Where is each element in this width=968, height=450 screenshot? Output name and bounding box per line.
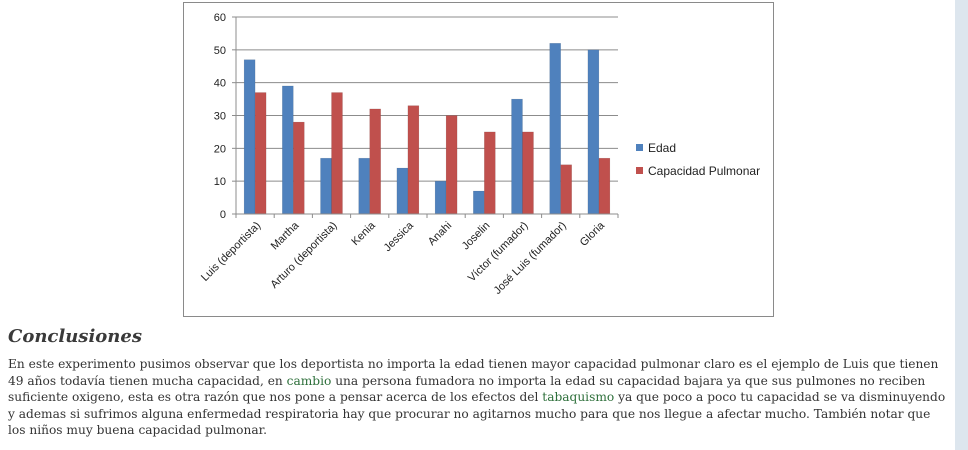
chart-frame: 0 10 20 30 40 50 60 Luis (deportista) Martha Art… — [183, 2, 774, 317]
bar-edad-jose-luis-fumador — [549, 43, 561, 215]
bar-edad-luis-deportista — [243, 59, 256, 215]
legend-label-capacidad-pulmonar: Capacidad Pulmonar — [648, 164, 760, 178]
bar-chart: 0 10 20 30 40 50 60 Luis (deportista) MarthaArt… — [199, 12, 760, 297]
y-tick-label: 10 — [214, 176, 226, 188]
bar-capacidad-pulmonar-anahi — [445, 115, 458, 215]
legend: Edad Capacidad Pulmonar — [636, 141, 760, 178]
x-category-label-jose-luis-fumador: José Luis (fumador) — [492, 220, 569, 297]
bar-edad-martha — [282, 85, 294, 215]
x-category-label-jessica: Jessica — [382, 219, 417, 254]
link-cambio[interactable]: cambio — [286, 373, 332, 388]
x-category-label-luis-deportista: Luis (deportista) — [199, 220, 263, 284]
bar-capacidad-pulmonar-kenia — [369, 108, 381, 215]
x-category-label-kenia: Kenia — [349, 219, 378, 248]
conclusion-paragraph: En este experimento pusimos observar que… — [8, 356, 948, 439]
x-category-label-anahi: Anahi — [426, 220, 454, 248]
x-category-label-martha: Martha — [269, 219, 302, 252]
x-category-label-joselin: Joselin — [460, 220, 493, 253]
section-heading-conclusiones: Conclusiones — [8, 326, 142, 347]
bar-edad-kenia — [358, 157, 370, 215]
bar-capacidad-pulmonar-luis-deportista — [254, 92, 267, 215]
bar-capacidad-pulmonar-victor-fumador — [522, 131, 534, 215]
legend-swatch-edad — [636, 144, 643, 151]
bar-edad-victor-fumador — [511, 98, 523, 215]
bar-edad-anahi — [434, 180, 447, 215]
x-category-label-arturo-deportista: Arturo (deportista) — [268, 220, 339, 291]
paragraph-text-part1: En este experimento pusimos observar que… — [8, 357, 939, 388]
y-tick-label: 0 — [220, 209, 226, 221]
paragraph-text-part3: ya que poco a poco tu capacidad se va di… — [8, 390, 946, 438]
bar-edad-jessica — [396, 167, 409, 215]
paragraph-text-part2: una persona fumadora no importa la edad … — [8, 373, 926, 405]
bar-capacidad-pulmonar-jose-luis-fumador — [560, 164, 572, 215]
legend-label-edad: Edad — [648, 141, 676, 155]
bar-edad-joselin — [473, 190, 485, 215]
y-tick-label: 20 — [214, 143, 226, 155]
axes — [232, 16, 619, 218]
y-tick-labels: 0 10 20 30 40 50 60 — [214, 12, 226, 221]
y-tick-label: 60 — [214, 12, 226, 24]
bar-edad-arturo-deportista — [320, 157, 332, 215]
y-tick-label: 30 — [214, 111, 226, 123]
y-tick-label: 40 — [214, 78, 226, 90]
bar-edad-gloria — [587, 49, 600, 215]
bar-capacidad-pulmonar-martha — [293, 121, 305, 215]
bar-capacidad-pulmonar-jessica — [407, 105, 420, 215]
page-scroll-strip — [955, 0, 968, 450]
bar-capacidad-pulmonar-joselin — [484, 131, 496, 215]
link-tabaquismo[interactable]: tabaquismo — [542, 390, 615, 405]
bar-capacidad-pulmonar-gloria — [598, 157, 611, 215]
bars — [243, 43, 611, 215]
x-category-label-gloria: Gloria — [578, 219, 608, 249]
y-tick-label: 50 — [214, 45, 226, 57]
bar-capacidad-pulmonar-arturo-deportista — [331, 92, 343, 215]
legend-swatch-capacidad-pulmonar — [636, 167, 643, 174]
